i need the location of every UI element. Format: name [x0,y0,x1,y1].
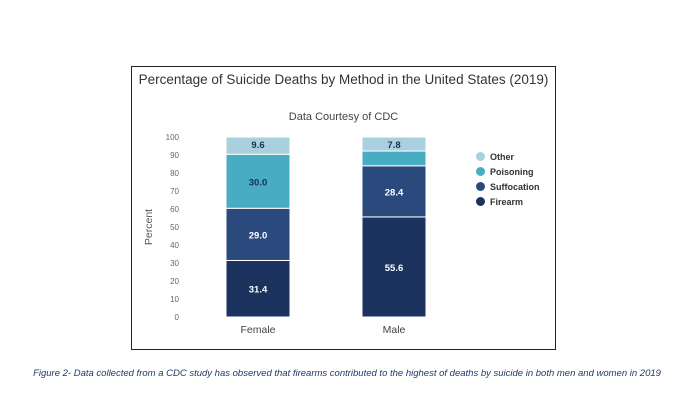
y-tick-label: 10 [170,295,179,304]
chart-title: Percentage of Suicide Deaths by Method i… [138,72,549,87]
data-label: 55.6 [385,263,404,274]
legend-label: Suffocation [490,181,540,192]
bar-segment-male-firearm [361,216,427,318]
legend-item-poisoning: Poisoning [476,164,540,179]
chart-subtitle: Data Courtesy of CDC [288,111,399,123]
bar-segment-male-other [361,136,427,152]
legend-item-other: Other [476,149,540,164]
legend-item-firearm: Firearm [476,194,540,209]
legend-swatch [476,182,485,191]
legend-swatch [476,197,485,206]
y-tick-label: 50 [170,223,179,232]
data-label: 31.4 [249,285,268,296]
y-tick-label: 80 [170,169,179,178]
y-tick-label: 20 [170,277,179,286]
legend-swatch [476,152,485,161]
data-label: 30.0 [249,177,268,188]
bar-segment-male-poisoning [361,150,427,167]
figure-caption: Figure 2- Data collected from a CDC stud… [33,368,661,379]
bar-segment-female-suffocation [225,207,291,261]
y-tick-label: 30 [170,259,179,268]
data-label: 9.6 [251,140,264,151]
y-tick-label: 70 [170,187,179,196]
y-tick-label: 90 [170,151,179,160]
y-tick-label: 40 [170,241,179,250]
chart-frame: Percentage of Suicide Deaths by Method i… [131,66,556,350]
data-label: 7.8 [387,140,400,151]
y-tick-label: 100 [166,133,180,142]
y-tick-label: 60 [170,205,179,214]
data-label: 29.0 [249,230,268,241]
legend-item-suffocation: Suffocation [476,179,540,194]
legend-label: Firearm [490,196,524,207]
data-label: 28.4 [385,187,404,198]
legend-label: Poisoning [490,166,534,177]
legend-swatch [476,167,485,176]
legend-label: Other [490,151,515,162]
bar-segment-female-other [225,136,291,155]
chart-plot-area: 0 10 20 30 40 50 60 70 80 90 100 Percent 31.4 29.0 30.… [143,133,427,336]
chart-legend: Other Poisoning Suffocation Firearm [476,149,540,209]
x-category-label: Female [240,324,275,336]
bar-segment-male-suffocation [361,165,427,218]
x-category-label: Male [383,324,406,336]
y-axis-title: Percent [143,209,155,245]
y-tick-label: 0 [175,313,180,322]
